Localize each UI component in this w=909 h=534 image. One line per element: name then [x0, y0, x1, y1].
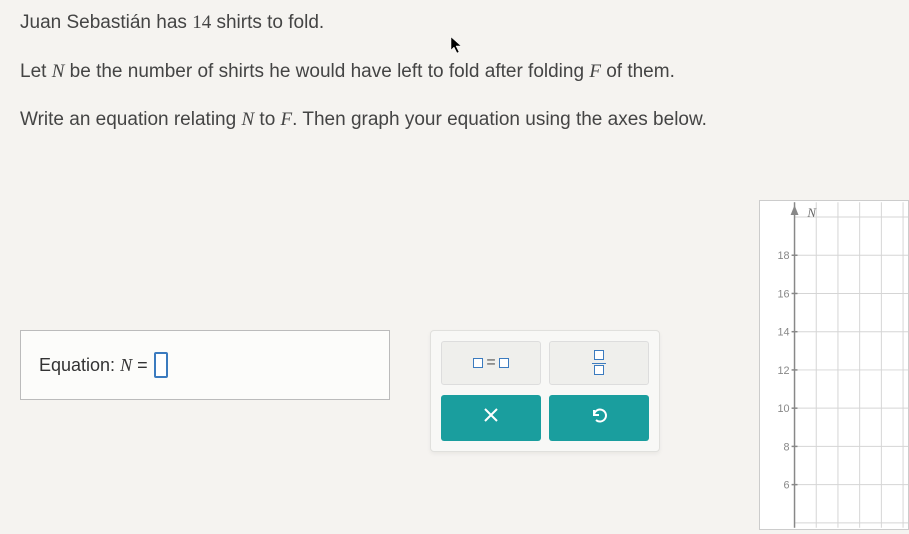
svg-text:16: 16 — [778, 288, 790, 300]
svg-text:8: 8 — [784, 441, 790, 453]
reset-button[interactable] — [549, 395, 649, 441]
problem-line-3: Write an equation relating N to F. Then … — [20, 107, 889, 134]
svg-text:12: 12 — [778, 365, 790, 377]
text-fragment: Juan Sebastián has — [20, 12, 192, 33]
text-fragment: to — [254, 109, 280, 130]
number-14: 14 — [192, 12, 211, 33]
equation-template-button[interactable]: = — [441, 341, 541, 385]
graph-panel[interactable]: 18 16 14 12 10 8 6 N — [759, 200, 909, 530]
equation-input-cursor[interactable] — [154, 352, 168, 378]
arrow-up-icon — [791, 205, 799, 215]
equation-var-n: N — [120, 355, 132, 375]
graph-svg: 18 16 14 12 10 8 6 N — [760, 201, 908, 529]
x-icon — [482, 406, 500, 430]
grid — [795, 202, 908, 528]
fraction-icon — [592, 350, 606, 377]
equation-prefix: Equation: — [39, 355, 120, 375]
variable-f: F — [589, 61, 601, 82]
math-toolbar: = — [430, 330, 660, 452]
problem-statement: Juan Sebastián has 14 shirts to fold. Le… — [0, 0, 909, 134]
problem-line-1: Juan Sebastián has 14 shirts to fold. — [20, 10, 889, 37]
text-fragment: Let — [20, 61, 52, 82]
axis-label-n: N — [806, 206, 817, 220]
equation-equals: = — [132, 355, 148, 375]
box-icon — [499, 358, 509, 368]
fraction-template-button[interactable] — [549, 341, 649, 385]
action-row — [441, 395, 649, 441]
svg-text:10: 10 — [778, 403, 790, 415]
variable-f: F — [281, 109, 293, 130]
clear-button[interactable] — [441, 395, 541, 441]
variable-n: N — [52, 61, 65, 82]
equation-label: Equation: N = — [39, 355, 148, 376]
svg-text:14: 14 — [778, 327, 790, 339]
text-fragment: . Then graph your equation using the axe… — [292, 109, 707, 130]
text-fragment: be the number of shirts he would have le… — [64, 61, 589, 82]
text-fragment: of them. — [601, 61, 675, 82]
tool-row-1: = — [441, 341, 649, 385]
problem-line-2: Let N be the number of shirts he would h… — [20, 59, 889, 86]
text-fragment: Write an equation relating — [20, 109, 241, 130]
svg-text:18: 18 — [778, 250, 790, 262]
box-icon — [473, 358, 483, 368]
equation-input-box[interactable]: Equation: N = — [20, 330, 390, 400]
svg-text:6: 6 — [784, 480, 790, 492]
text-fragment: shirts to fold. — [211, 12, 324, 33]
undo-icon — [589, 406, 609, 430]
variable-n: N — [241, 109, 254, 130]
